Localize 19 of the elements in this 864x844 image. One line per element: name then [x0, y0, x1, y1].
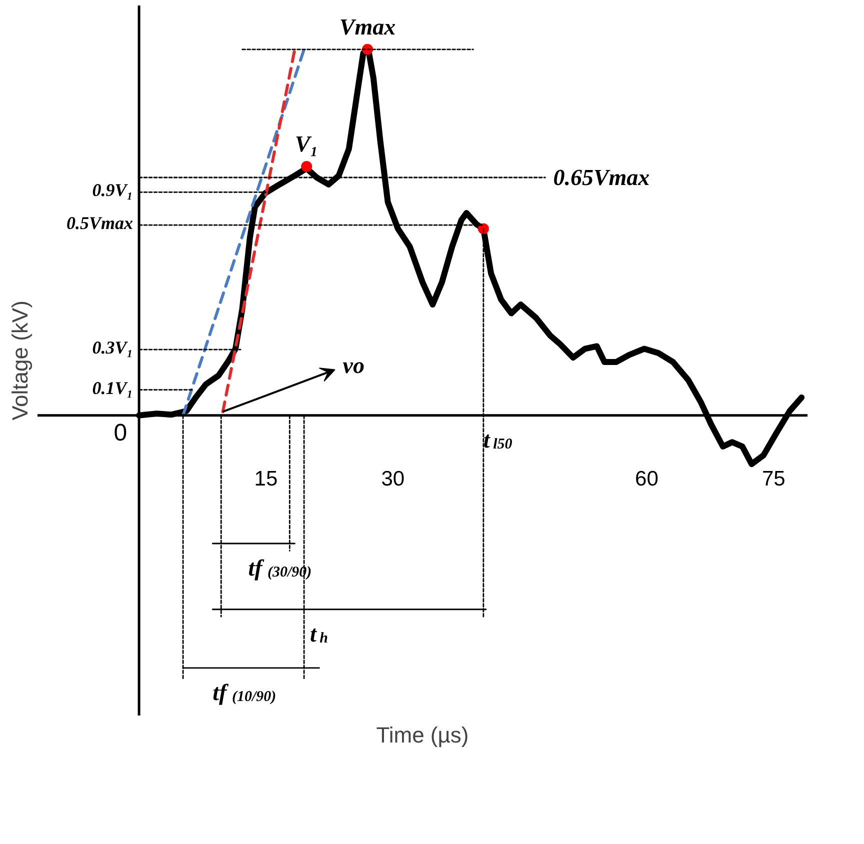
x-axis-title: Time (µs) — [376, 722, 469, 748]
series-label: 0.5Vmax — [66, 213, 134, 234]
ref-line-label: 0 — [114, 419, 128, 446]
x-tick-label: 60 — [635, 467, 658, 490]
annotation: Vmax — [339, 14, 396, 40]
series-label: 0.1V₁ — [92, 378, 134, 398]
annotation: vo — [342, 353, 365, 378]
annotation: 0.65Vmax — [553, 165, 650, 190]
y-axis-title: Voltage (kV) — [8, 300, 32, 420]
annotation: tf(10/90) — [212, 680, 276, 705]
annotation: tf(30/90) — [248, 555, 312, 580]
annotation: V₁ — [294, 132, 318, 157]
x-tick-label: 15 — [254, 467, 278, 490]
series-label: 0.9V₁ — [92, 180, 134, 200]
annotation: th — [310, 621, 328, 646]
series-label: 0.3V₁ — [92, 338, 134, 358]
x-tick-label: 75 — [762, 467, 786, 490]
x-tick-label: 30 — [381, 467, 405, 490]
annotation: tl50 — [483, 427, 513, 452]
